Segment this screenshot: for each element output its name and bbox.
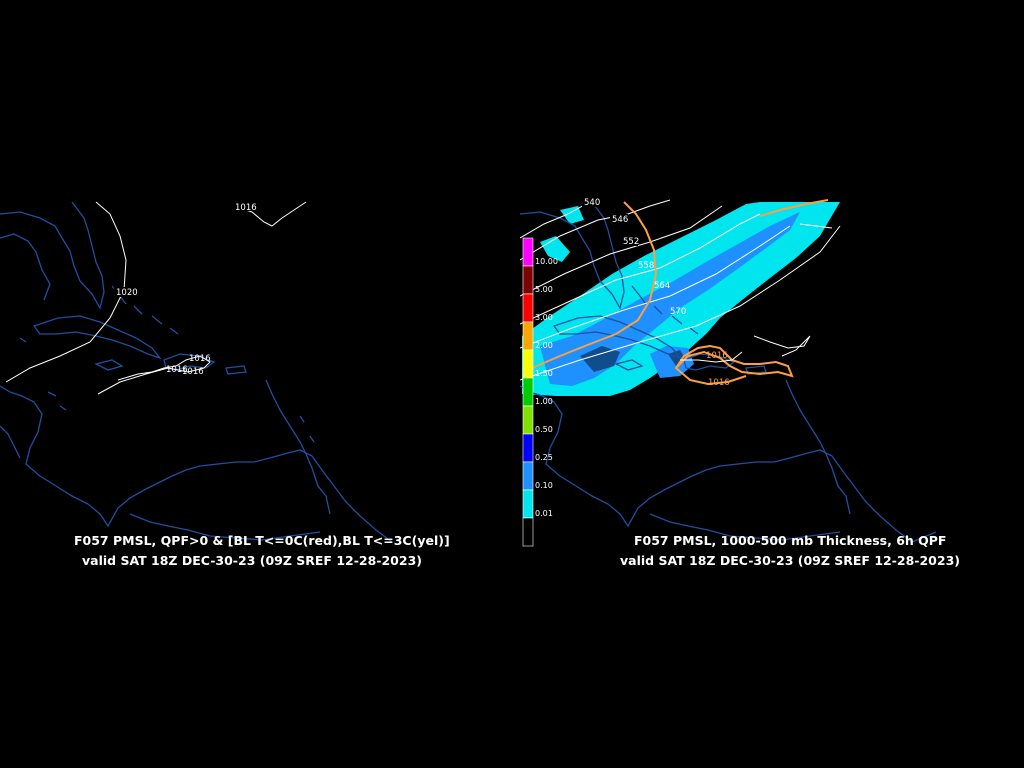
thickness-label-552: 552 [623, 237, 639, 247]
isobar-label-1016-top: 1016 [235, 203, 257, 213]
legend-label: 5.00 [535, 285, 553, 294]
legend-swatch [522, 405, 534, 435]
legend-label: 1.00 [535, 397, 553, 406]
left-map-panel: 1016 1020 1016 1016 1016 [0, 196, 460, 551]
legend-swatch [522, 321, 534, 351]
legend-label: 3.00 [535, 313, 553, 322]
left-map-svg: 1016 1020 1016 1016 1016 [0, 201, 393, 543]
isobar-label-1020: 1020 [116, 288, 138, 298]
legend-swatch [522, 237, 534, 267]
white-isobars [680, 223, 833, 363]
legend-swatch [522, 349, 534, 379]
thickness-label-570: 570 [670, 307, 686, 317]
isobar-label-1016-b: 1016 [708, 378, 730, 388]
isobar-label-1016-a: 1016 [706, 351, 728, 361]
isobars [531, 199, 829, 386]
coastlines [0, 201, 393, 543]
legend-label: 10.00 [535, 257, 558, 266]
thickness-label-558: 558 [638, 261, 654, 271]
isobars [5, 201, 307, 395]
legend-swatch [522, 517, 534, 547]
isobar-label-1016-b: 1016 [166, 365, 188, 375]
qpf-legend: 10.00 5.00 3.00 2.00 1.50 1.00 0.50 0.25 0.10 0.0… [522, 237, 558, 547]
legend-swatch [522, 461, 534, 491]
right-map-svg: 540 546 552 558 564 570 1016 1016 10.00 5… [520, 197, 937, 547]
legend-label: 0.10 [535, 481, 553, 490]
isobar-label-1016-c: 1016 [182, 367, 204, 377]
left-panel-title: F057 PMSL, QPF>0 & [BL T<=0C(red),BL T<=… [74, 533, 450, 548]
legend-swatch [522, 293, 534, 323]
thickness-labels: 540 546 552 558 564 570 1016 1016 [582, 197, 730, 388]
thickness-label-564: 564 [654, 281, 670, 291]
coastlines [520, 201, 937, 543]
legend-label: 2.00 [535, 341, 553, 350]
thickness-label-546: 546 [612, 215, 628, 225]
left-panel-valid-time: valid SAT 18Z DEC-30-23 (09Z SREF 12-28-… [82, 553, 422, 568]
right-panel-valid-time: valid SAT 18Z DEC-30-23 (09Z SREF 12-28-… [620, 553, 960, 568]
isobar-label-1016-a: 1016 [189, 354, 211, 364]
thickness-contours [520, 199, 841, 381]
legend-label: 0.50 [535, 425, 553, 434]
isobar-labels: 1016 1020 1016 1016 1016 [114, 201, 257, 377]
legend-swatch [522, 433, 534, 463]
thickness-label-540: 540 [584, 198, 600, 208]
legend-label: 0.01 [535, 509, 553, 518]
legend-label: 0.25 [535, 453, 553, 462]
legend-label: 1.50 [535, 369, 553, 378]
right-panel-title: F057 PMSL, 1000-500 mb Thickness, 6h QPF [634, 533, 947, 548]
legend-swatch [522, 489, 534, 519]
legend-swatch [522, 265, 534, 295]
right-map-panel: 540 546 552 558 564 570 1016 1016 10.00 5… [520, 196, 940, 551]
legend-swatch [522, 377, 534, 407]
